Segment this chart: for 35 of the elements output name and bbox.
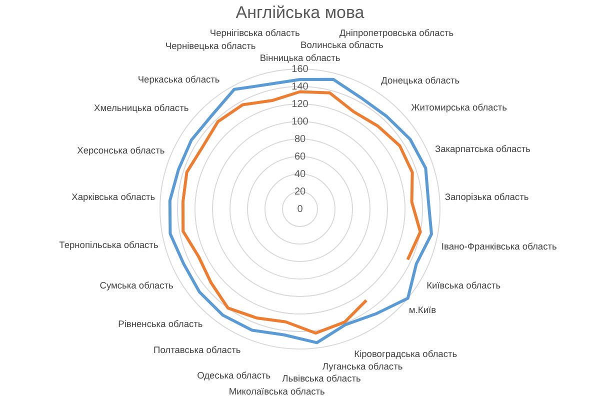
spoke-label: Хмельницька область — [94, 102, 189, 113]
spoke-label: Луганська область — [322, 362, 403, 372]
spoke-label: Кіровоградська область — [354, 348, 458, 359]
spoke-label: Запорізька область — [444, 192, 529, 202]
spoke-label: Київська область — [426, 280, 501, 291]
y-tick-label: 80 — [294, 134, 306, 145]
spoke-label: Херсонська область — [77, 145, 165, 156]
spoke-label: Харківська область — [72, 192, 156, 202]
y-tick-label: 140 — [292, 81, 309, 92]
spoke-label: Чернігівська область — [210, 28, 300, 38]
y-tick-label: 60 — [294, 151, 306, 162]
y-tick-label: 40 — [294, 168, 306, 180]
spoke-label: Закарпатська область — [434, 144, 531, 154]
y-tick-label: 20 — [294, 186, 306, 198]
chart-title: Англійська мова — [236, 2, 365, 22]
spoke-label: Полтавська область — [154, 345, 241, 356]
spoke-label: Чернівецька область — [165, 40, 256, 51]
spoke-label: Івано-Франківська область — [441, 242, 558, 252]
y-tick-label: 120 — [292, 98, 309, 110]
spoke-label: Миколаївська область — [228, 386, 326, 397]
spoke-label: Черкаська область — [138, 74, 220, 85]
spoke-label: Львівська область — [282, 374, 361, 384]
spoke-label: Житомирська область — [411, 102, 508, 113]
y-tick-label: 100 — [292, 116, 309, 128]
spoke-label: Одеська область — [197, 370, 271, 381]
spoke-label: Рівненська область — [118, 319, 203, 330]
spoke-label: Сумська область — [100, 280, 174, 290]
y-tick-label: 0 — [297, 204, 304, 215]
spoke-label: Дніпропетровська область — [339, 28, 454, 38]
y-tick-label: 160 — [292, 64, 309, 75]
spoke-label: Волинська область — [300, 40, 384, 50]
spoke-label: Тернопільська область — [59, 240, 158, 250]
spoke-label: Донецька область — [381, 75, 460, 86]
spoke-label: Вінницька область — [260, 53, 340, 64]
spoke-label: м.Київ — [408, 304, 436, 315]
